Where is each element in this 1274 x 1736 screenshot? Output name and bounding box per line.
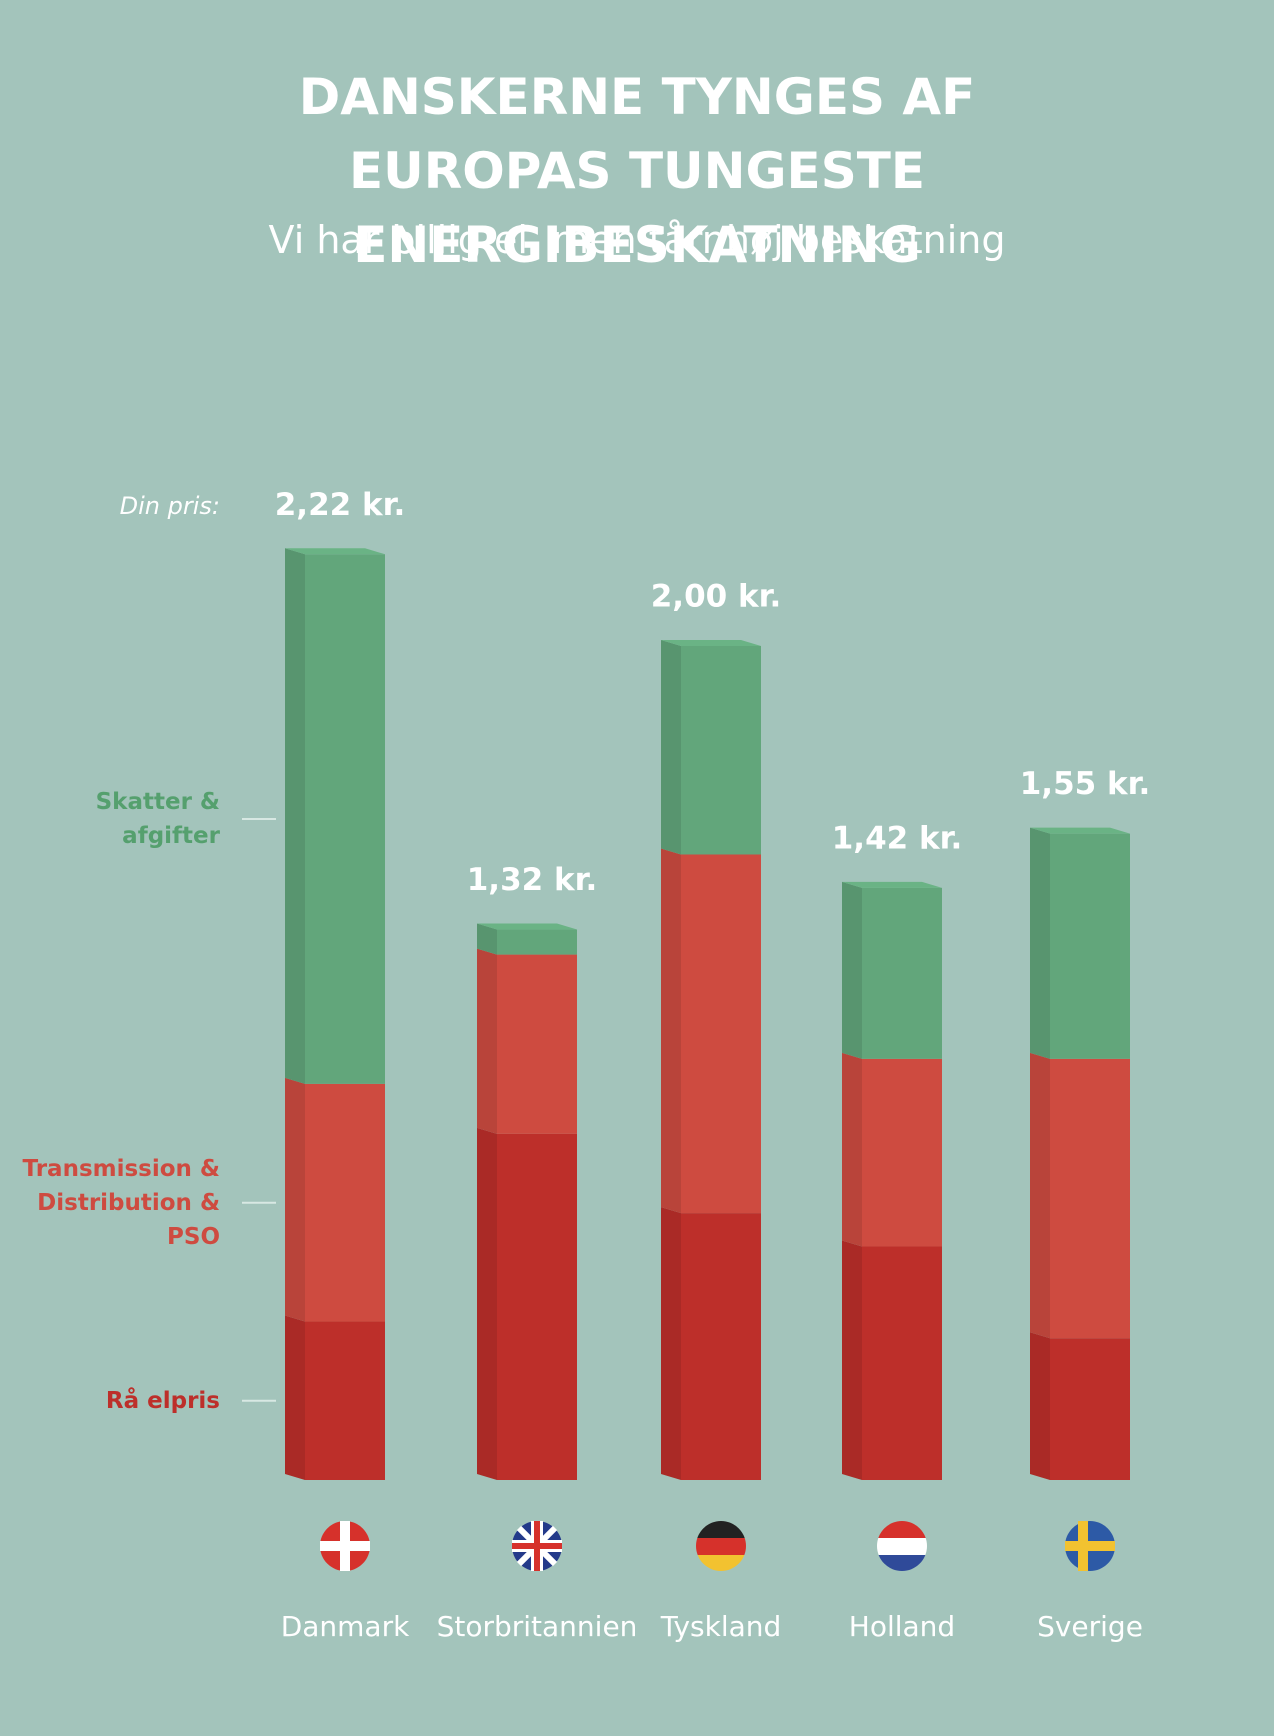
chart-title: DANSKERNE TYNGES AF EUROPAS TUNGESTE ENE… [298,68,976,274]
bar-segment [681,1213,761,1480]
bar-segment [497,929,577,955]
flag-de [696,1521,746,1571]
flag-dk [320,1521,370,1571]
bar-side [477,948,497,1134]
legend-label: Rå elpris [105,1387,220,1414]
category-label: Storbritannien [436,1610,638,1643]
category-label: Tyskland [660,1610,782,1643]
bar-side [1030,1332,1050,1480]
bar-side [661,640,681,855]
bar-segment [305,1083,385,1322]
bar-side [477,1127,497,1480]
bar-top [1030,827,1130,834]
bar-segment [862,1058,942,1247]
bar-segment [1050,833,1130,1059]
flag-nl [877,1521,927,1571]
bar-segment [497,1133,577,1480]
bar-side [285,1077,305,1322]
bar-side [285,1315,305,1480]
bar-segment [1050,1338,1130,1480]
total-label: 2,00 kr. [651,579,782,615]
bar-side [477,923,497,955]
bar-side [842,881,862,1059]
bar-side [285,548,305,1084]
bar-segment [681,854,761,1214]
total-title: Din pris: [119,492,220,521]
bar-side [1030,1052,1050,1339]
bar-segment [497,954,577,1134]
legend-label: Transmission & Distribution & PSO [22,1155,220,1250]
flag-uk [512,1521,562,1571]
bar-side [842,1052,862,1247]
bar-side [661,848,681,1214]
bar-top [842,881,942,888]
category-label: Sverige [1037,1610,1143,1643]
flags [320,1521,1115,1571]
bar-segment [862,1246,942,1480]
category-label: Holland [848,1610,956,1643]
bar-segment [305,1321,385,1480]
total-label: 1,32 kr. [467,862,598,898]
bar-top [661,640,761,646]
chart-subtitle: Vi har billig el, men tårnhøj beskatning [268,218,1006,262]
bar-segment [1050,1058,1130,1339]
flag-se [1065,1521,1115,1571]
legend-label: Skatter & afgifter [95,789,220,850]
bar-top [285,548,385,555]
bar-segment [681,646,761,855]
bar-side [661,1207,681,1480]
category-label: Danmark [280,1610,410,1643]
total-label: 1,42 kr. [832,820,963,856]
bar-top [477,923,577,930]
bar-side [842,1240,862,1480]
total-label: 2,22 kr. [275,487,406,523]
total-label: 1,55 kr. [1020,766,1151,802]
bar-segment [862,887,942,1059]
bar-segment [305,554,385,1084]
bar-side [1030,827,1050,1059]
